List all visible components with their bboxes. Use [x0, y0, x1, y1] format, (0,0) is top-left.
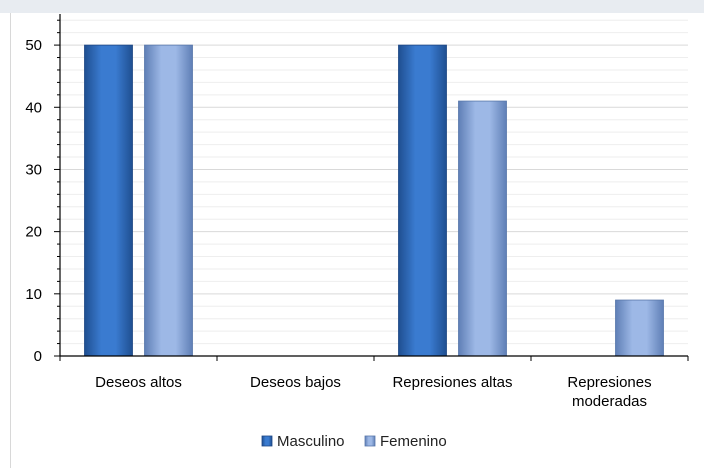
- bar-femenino-2: [458, 100, 507, 357]
- bars: [84, 44, 664, 357]
- axes: [54, 14, 689, 361]
- x-category-labels: Deseos altos Deseos bajos Represiones alta…: [95, 374, 651, 410]
- legend-swatch-masculino: [261, 435, 273, 447]
- y-tick-labels: 0 10 20 30 40 50: [25, 37, 42, 365]
- y-tick-label: 30: [25, 161, 42, 178]
- left-border: [10, 13, 11, 468]
- legend: Masculino Femenino: [261, 433, 447, 450]
- y-tick-label: 0: [34, 348, 42, 365]
- x-category-label: Represiones altas: [392, 374, 512, 391]
- y-tick-label: 40: [25, 99, 42, 116]
- y-tick-label: 50: [25, 37, 42, 54]
- legend-label-masculino: Masculino: [277, 433, 345, 450]
- legend-label-femenino: Femenino: [380, 433, 447, 450]
- bar-femenino-0: [144, 44, 193, 357]
- x-category-label: Represiones moderadas: [567, 374, 651, 410]
- top-bar: [0, 0, 704, 13]
- legend-swatch-femenino: [364, 435, 376, 447]
- bar-masculino-0: [84, 44, 133, 357]
- bar-femenino-3: [615, 299, 664, 357]
- x-category-label: Deseos altos: [95, 374, 182, 391]
- x-category-label: Deseos bajos: [250, 374, 341, 391]
- y-tick-label: 20: [25, 224, 42, 241]
- bar-masculino-2: [398, 44, 447, 357]
- y-tick-label: 10: [25, 286, 42, 303]
